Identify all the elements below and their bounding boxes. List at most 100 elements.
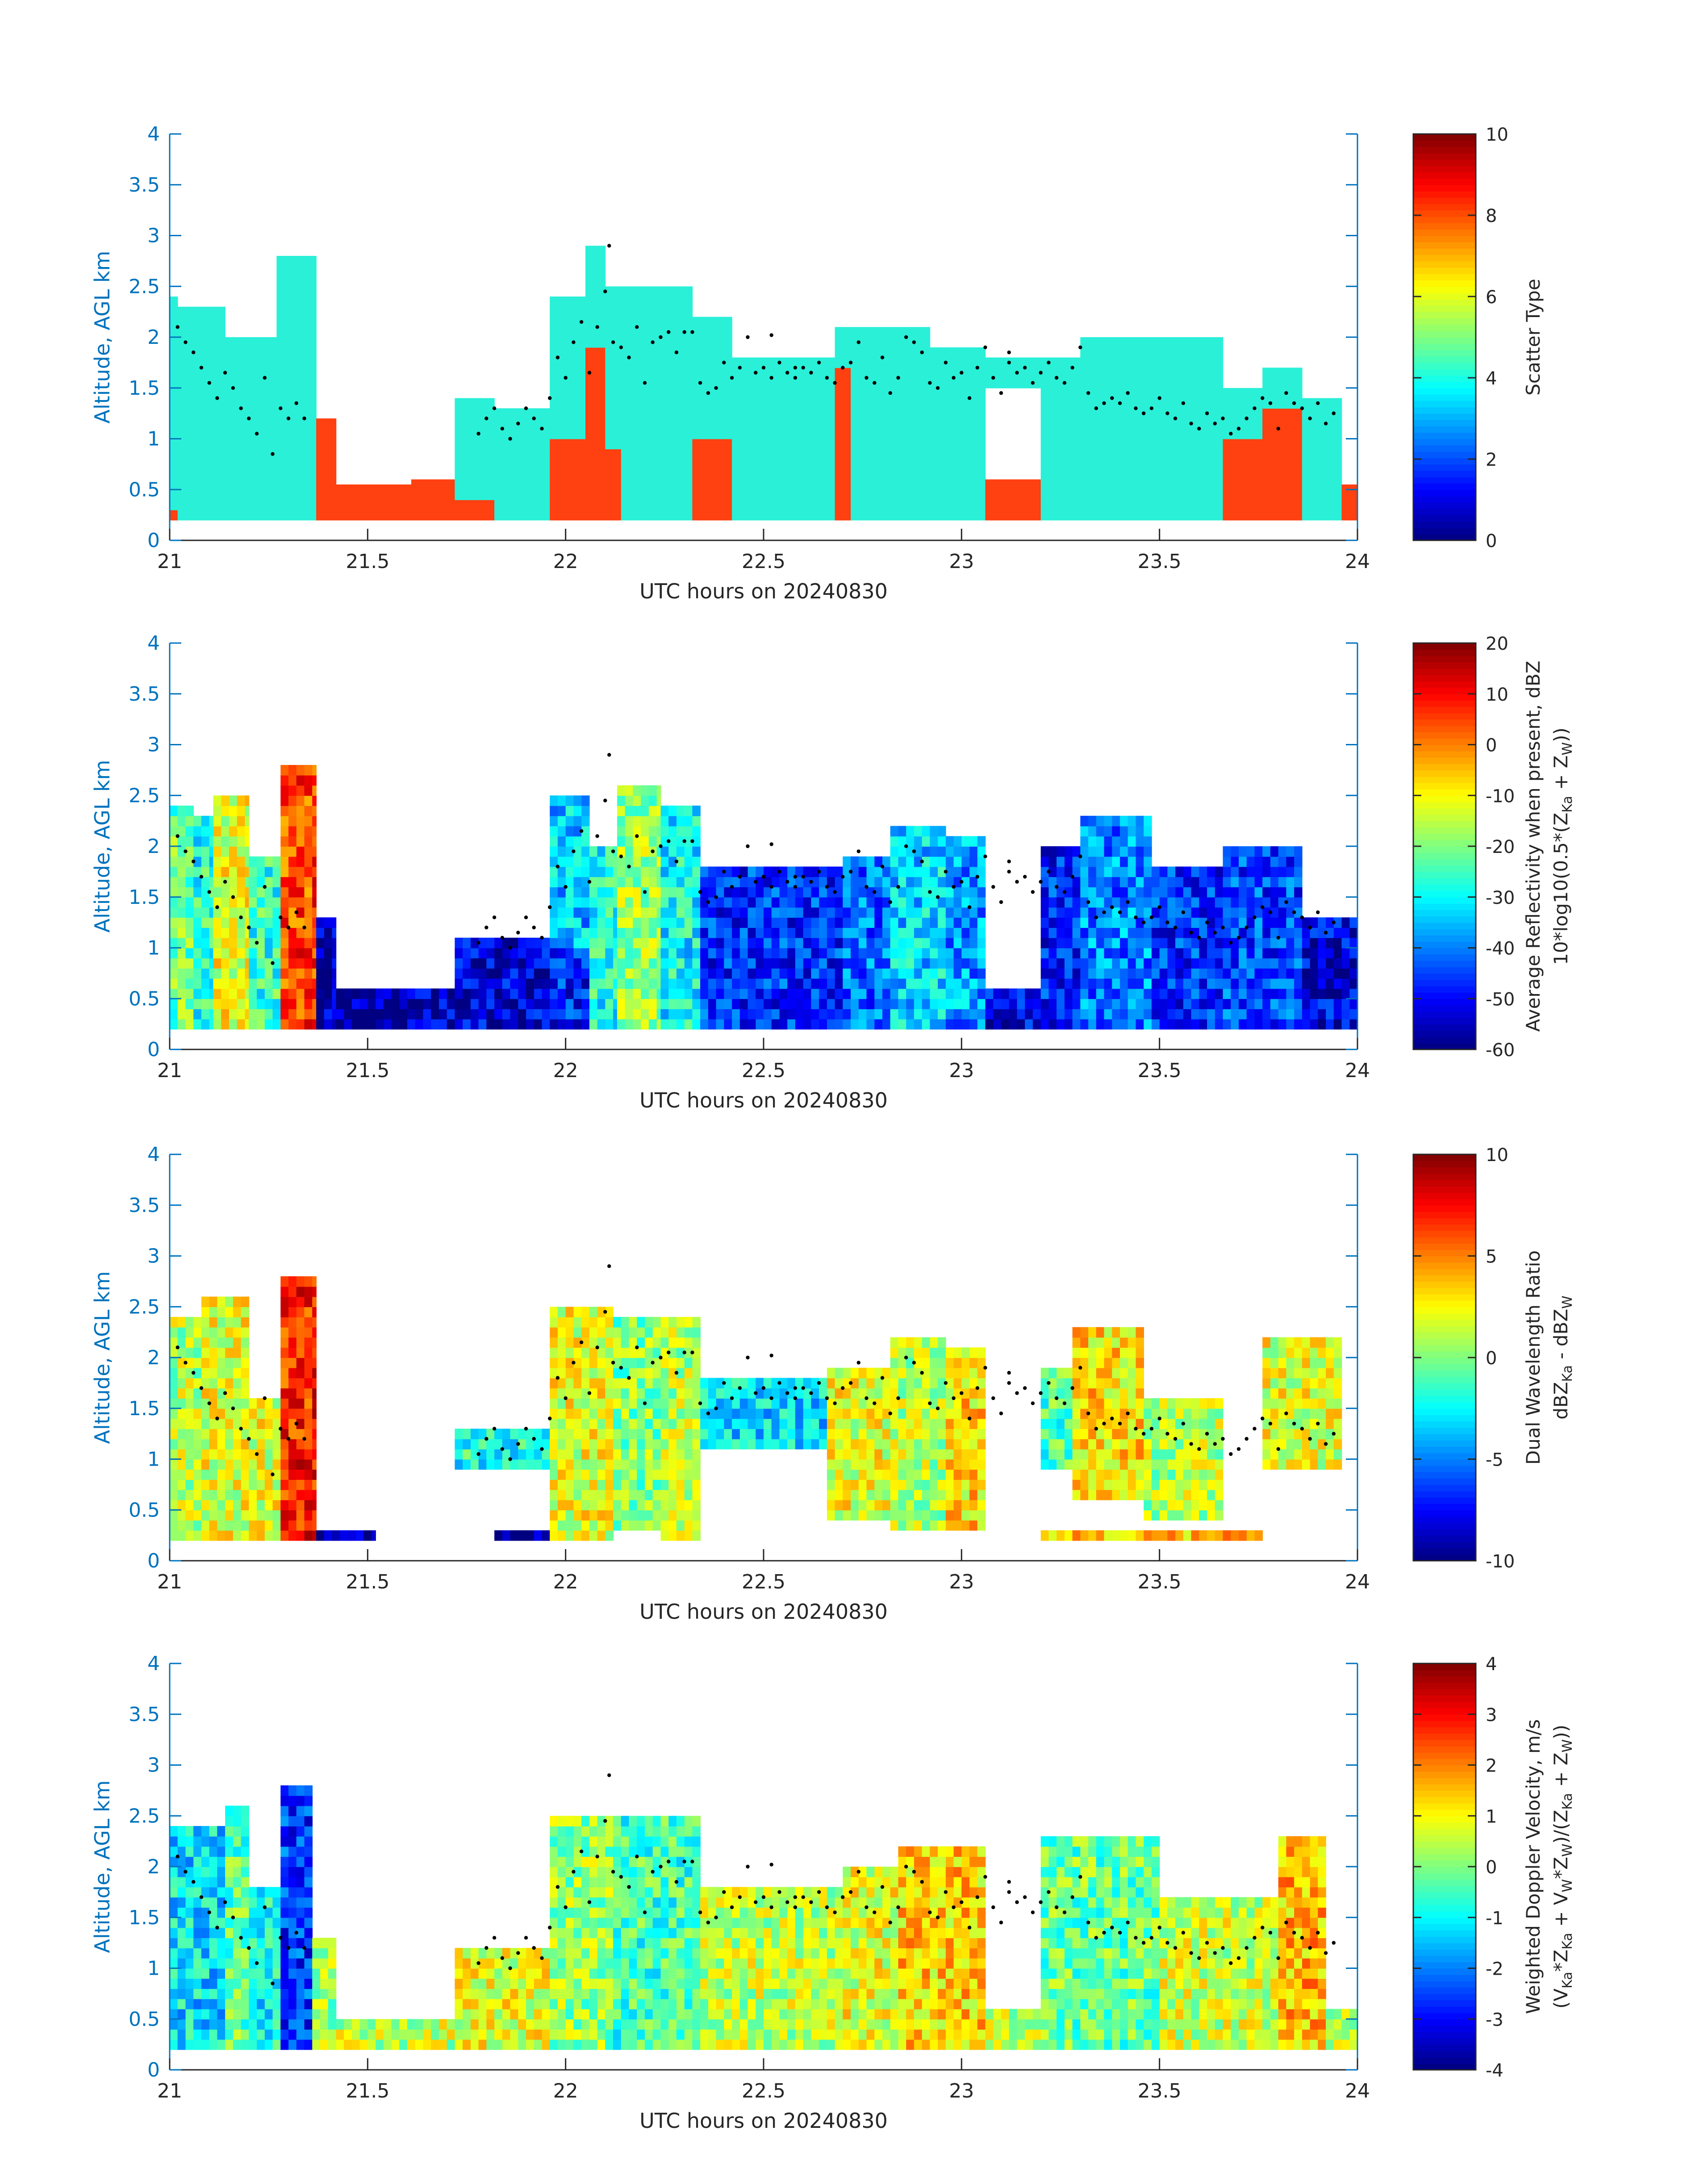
heatmap-cell (882, 439, 891, 450)
heatmap-cell (1246, 439, 1255, 450)
heatmap-cell (819, 897, 827, 908)
heatmap-cell (922, 1009, 931, 1020)
heatmap-cell (1159, 337, 1168, 348)
heatmap-cell (455, 948, 463, 959)
heatmap-cell (1144, 459, 1152, 470)
heatmap-cell (843, 418, 851, 429)
heatmap-cell (296, 846, 305, 857)
heatmap-cell (898, 449, 906, 460)
heatmap-cell (312, 877, 317, 887)
heatmap-cell (1025, 510, 1033, 521)
colorbar-segment (1413, 242, 1476, 249)
cloud-base-point (263, 376, 267, 380)
heatmap-cell (637, 449, 645, 460)
heatmap-cell (1262, 928, 1271, 938)
heatmap-cell (292, 276, 301, 287)
heatmap-cell (1270, 877, 1279, 887)
heatmap-cell (605, 897, 614, 908)
heatmap-cell (1215, 479, 1224, 490)
heatmap-cell (1057, 937, 1065, 949)
heatmap-cell (447, 1009, 455, 1020)
heatmap-cell (502, 459, 511, 470)
heatmap-cell (209, 907, 214, 918)
heatmap-cell (249, 887, 257, 898)
heatmap-cell (245, 836, 250, 847)
heatmap-cell (1199, 917, 1207, 928)
heatmap-cell (272, 1019, 281, 1030)
heatmap-cell (1128, 846, 1136, 857)
heatmap-cell (1136, 968, 1144, 979)
heatmap-cell (1254, 418, 1263, 429)
heatmap-cell (779, 897, 788, 908)
heatmap-cell (668, 866, 677, 877)
heatmap-cell (660, 337, 669, 348)
heatmap-cell (858, 1009, 867, 1020)
heatmap-cell (217, 398, 226, 409)
colorbar-segment (1413, 299, 1476, 306)
heatmap-cell (1349, 489, 1358, 500)
heatmap-cell (676, 408, 685, 419)
heatmap-cell (185, 418, 194, 429)
colorbar-tick-label: 2 (1486, 450, 1497, 470)
heatmap-cell (1040, 877, 1049, 887)
heatmap-cell (1025, 1009, 1033, 1020)
heatmap-cell (1112, 866, 1120, 877)
heatmap-cell (1057, 428, 1065, 439)
heatmap-cell (914, 469, 923, 480)
heatmap-cell (1151, 897, 1160, 908)
cloud-base-point (1015, 371, 1019, 375)
heatmap-cell (316, 917, 325, 928)
heatmap-cell (1294, 897, 1303, 908)
heatmap-cell (938, 836, 946, 847)
heatmap-cell (1302, 489, 1311, 500)
heatmap-cell (486, 479, 495, 490)
heatmap-cell (336, 1009, 344, 1020)
heatmap-cell (1057, 856, 1065, 867)
heatmap-cell (938, 958, 946, 969)
heatmap-cell (906, 826, 915, 837)
heatmap-cell (272, 866, 281, 877)
heatmap-cell (1278, 999, 1287, 1009)
heatmap-cell (938, 459, 946, 470)
heatmap-cell (882, 398, 891, 409)
heatmap-cell (882, 887, 891, 898)
heatmap-cell (229, 846, 238, 857)
heatmap-cell (819, 1019, 827, 1030)
heatmap-cell (526, 459, 535, 470)
heatmap-cell (1025, 479, 1033, 490)
heatmap-cell (542, 1009, 550, 1020)
heatmap-cell (922, 347, 931, 358)
heatmap-cell (977, 928, 986, 938)
heatmap-cell (945, 378, 954, 389)
heatmap-cell (866, 887, 875, 898)
heatmap-cell (1207, 1019, 1215, 1030)
heatmap-cell (977, 988, 986, 999)
heatmap-cell (316, 999, 325, 1009)
heatmap-cell (906, 510, 915, 521)
heatmap-cell (597, 856, 606, 867)
heatmap-cell (739, 408, 748, 419)
heatmap-cell (748, 958, 756, 969)
heatmap-cell (455, 999, 463, 1009)
cloud-base-point (761, 366, 766, 370)
heatmap-cell (557, 948, 566, 959)
heatmap-cell (625, 785, 634, 796)
heatmap-cell (843, 337, 851, 348)
heatmap-cell (1151, 928, 1160, 938)
heatmap-cell (716, 449, 725, 460)
heatmap-cell (692, 418, 701, 429)
heatmap-cell (1286, 907, 1295, 918)
heatmap-cell (557, 846, 566, 857)
heatmap-cell (739, 459, 748, 470)
heatmap-cell (787, 489, 796, 500)
heatmap-cell (1040, 357, 1049, 368)
cloud-base-point (698, 381, 702, 385)
heatmap-cell (245, 988, 250, 999)
cloud-base-point (1221, 416, 1225, 421)
heatmap-cell (945, 846, 954, 857)
heatmap-cell (201, 439, 210, 450)
heatmap-cell (953, 378, 962, 389)
heatmap-cell (1286, 418, 1295, 429)
heatmap-cell (930, 856, 938, 867)
heatmap-cell (1246, 917, 1255, 928)
